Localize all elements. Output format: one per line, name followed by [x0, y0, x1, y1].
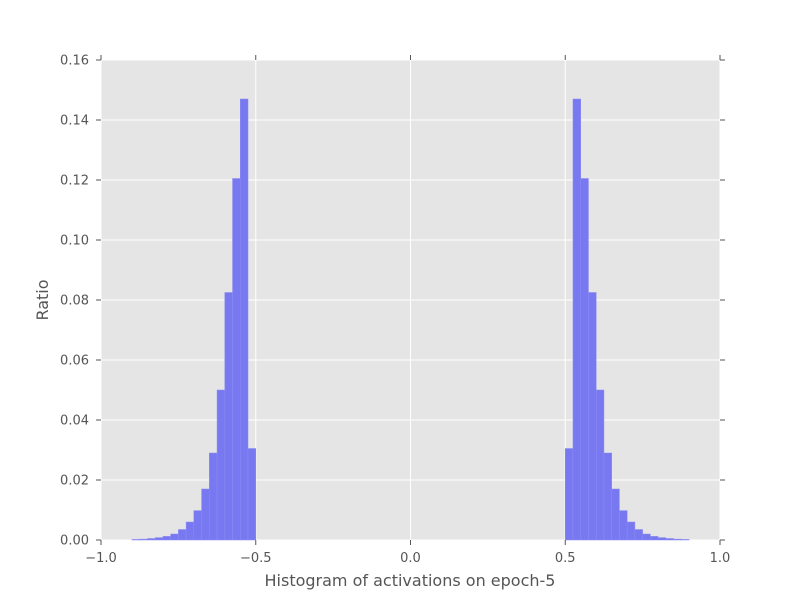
x-tick-label: 0.0 [400, 551, 421, 566]
histogram-bar [681, 539, 690, 541]
histogram-bar [154, 537, 164, 541]
x-tick-label: 0.5 [555, 551, 576, 566]
axis-ticks [96, 55, 725, 545]
histogram-bar [603, 452, 612, 541]
y-tick-label: 0.00 [60, 534, 89, 549]
y-tick-label: 0.08 [60, 294, 89, 309]
histogram-bar [650, 536, 659, 541]
y-tick-label: 0.14 [60, 114, 89, 129]
histogram-bar [565, 448, 574, 541]
histogram-bar [193, 510, 202, 541]
histogram-bar [634, 529, 643, 541]
histogram-bar [572, 98, 581, 541]
histogram-bar [673, 538, 682, 541]
x-tick-label: −0.5 [240, 551, 272, 566]
x-tick-label: −1.0 [85, 551, 117, 566]
histogram-bar [147, 538, 156, 541]
tick-labels: −1.0 −0.5 0.0 0.5 1.0 0.00 0.02 0.04 0.06 0.08 0.1… [60, 54, 730, 567]
x-tick-label: 1.0 [710, 551, 731, 566]
histogram-bar [611, 488, 620, 541]
histogram-bar [580, 178, 589, 541]
histogram-bar [131, 539, 140, 541]
y-axis-title: Ratio [33, 279, 52, 320]
y-tick-label: 0.10 [60, 234, 89, 249]
histogram-bar [232, 178, 241, 541]
y-tick-label: 0.16 [60, 54, 89, 69]
histogram-bar [216, 389, 226, 541]
y-tick-label: 0.02 [60, 474, 89, 489]
histogram-bar [201, 488, 210, 541]
histogram-bar [642, 533, 651, 541]
histogram-bar [170, 533, 179, 541]
histogram-bar [240, 98, 249, 541]
histogram-bar [595, 389, 605, 541]
histogram-bar [657, 537, 667, 541]
histogram-bar [162, 536, 171, 541]
histogram-bar [247, 448, 256, 541]
histogram-bar [626, 521, 636, 541]
histogram-bar [619, 510, 628, 541]
histogram-bar [665, 538, 674, 541]
y-tick-label: 0.04 [60, 414, 89, 429]
histogram-bar [224, 292, 233, 541]
x-axis-title: Histogram of activations on epoch-5 [265, 571, 556, 590]
histogram-bar [185, 521, 195, 541]
histogram-bar [588, 292, 597, 541]
histogram-bar [209, 452, 218, 541]
histogram-bars [131, 98, 690, 541]
y-tick-label: 0.12 [60, 174, 89, 189]
histogram-bar [139, 538, 148, 541]
y-tick-label: 0.06 [60, 354, 89, 369]
histogram-bar [178, 529, 187, 541]
